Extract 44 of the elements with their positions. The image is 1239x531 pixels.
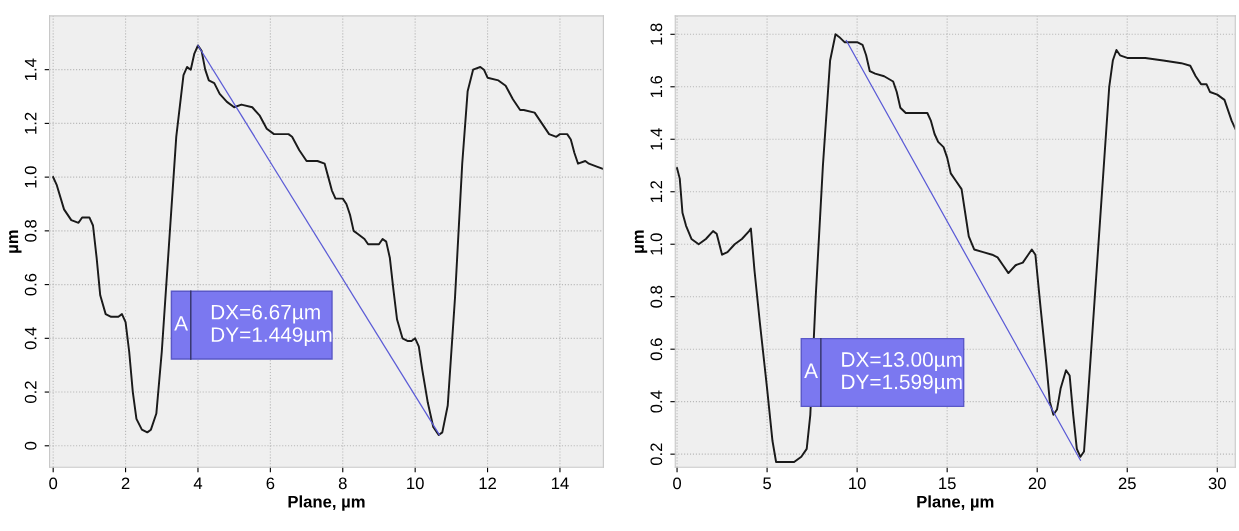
y-tick-label: 0	[24, 441, 37, 450]
x-axis-title: Plane, µm	[917, 495, 994, 511]
annotation: DX=6.67µm	[211, 304, 320, 324]
x-tick-label: 30	[1208, 477, 1226, 490]
y-axis-title: µm	[634, 230, 648, 253]
x-tick-label: 0	[673, 477, 682, 490]
y-tick-label: 1.2	[24, 112, 37, 134]
annotation: DY=1.449µm	[211, 327, 332, 347]
annotation: A	[804, 363, 818, 378]
y-tick-label: 1.2	[650, 181, 663, 203]
x-axis-title: Plane, µm	[288, 495, 365, 511]
y-tick-label: 1.6	[650, 75, 663, 98]
x-tick-label: 15	[939, 477, 956, 490]
line-series	[52, 44, 604, 437]
y-tick-label: 0.4	[650, 390, 663, 413]
y-tick-label: 0.4	[24, 327, 37, 350]
y-tick-label: 1.0	[650, 233, 663, 255]
y-tick-label: 1.4	[650, 128, 663, 150]
x-tick-label: 2	[121, 477, 130, 490]
x-tick-label: 6	[266, 477, 275, 490]
y-tick-label: 0.6	[650, 338, 663, 361]
y-tick-label: 1.4	[24, 58, 37, 80]
x-tick-label: 4	[193, 477, 203, 490]
x-tick-label: 20	[1028, 477, 1046, 490]
y-tick-label: 0.2	[24, 381, 37, 403]
x-tick-label: 0	[49, 477, 58, 490]
annotation: A	[174, 316, 188, 331]
y-tick-label: 0.2	[650, 443, 663, 466]
y-axis-title: µm	[9, 230, 22, 253]
x-tick-label: 5	[763, 477, 772, 490]
x-tick-label: 10	[849, 477, 866, 490]
x-tick-label: 25	[1118, 477, 1136, 490]
line-series	[676, 33, 1236, 463]
y-tick-label: 0.6	[24, 273, 37, 296]
x-tick-label: 8	[338, 477, 347, 490]
y-tick-label: 1.0	[24, 166, 37, 188]
y-tick-label: 0.8	[24, 220, 37, 242]
y-tick-label: 0.8	[650, 285, 663, 308]
x-tick-label: 12	[479, 477, 496, 490]
y-tick-label: 1.8	[650, 23, 663, 45]
x-tick-label: 14	[551, 477, 569, 490]
x-tick-label: 10	[407, 477, 424, 490]
annotation: DY=1.599µm	[842, 374, 962, 394]
annotation: DX=13.00µm	[842, 352, 962, 371]
